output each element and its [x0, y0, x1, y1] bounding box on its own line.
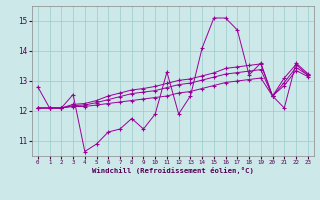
X-axis label: Windchill (Refroidissement éolien,°C): Windchill (Refroidissement éolien,°C): [92, 167, 254, 174]
